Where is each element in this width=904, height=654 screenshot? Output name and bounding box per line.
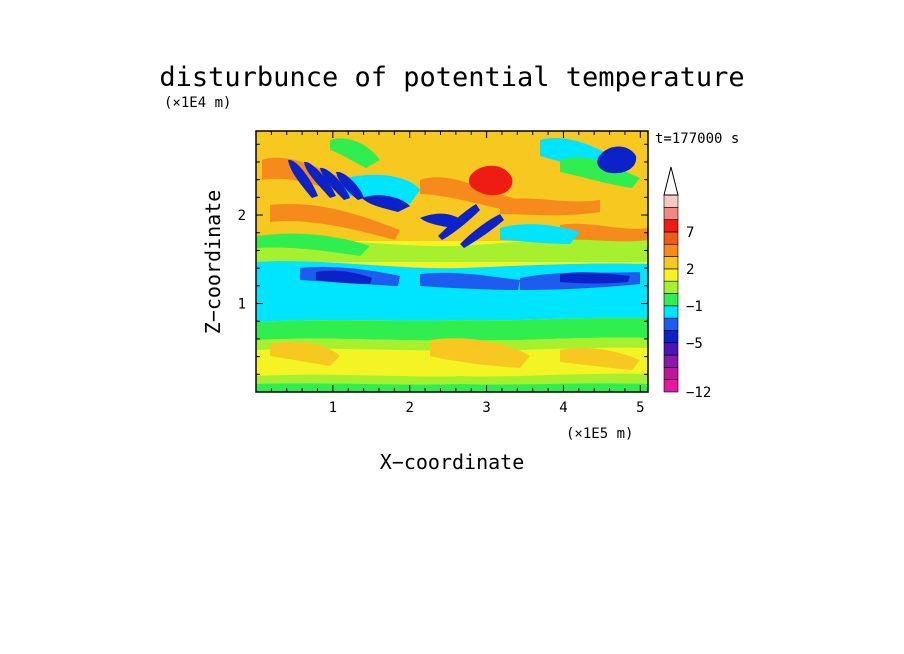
contour-field [256, 131, 648, 392]
x-axis: 1 2 3 4 5 [270, 131, 645, 416]
colorbar-swatch [663, 379, 679, 393]
y-tick-label: 2 [238, 208, 246, 224]
lower-orange-patches [270, 338, 640, 370]
colorbar-swatch [663, 330, 679, 344]
colorbar-swatch [663, 207, 679, 220]
colorbar-swatch [663, 342, 679, 356]
upper-cyan-patches [340, 138, 620, 244]
colorbar-swatch [663, 194, 679, 208]
time-label: t=177000 s [655, 131, 739, 147]
x-axis-label: X−coordinate [380, 450, 525, 474]
middle-navy-strips [316, 270, 630, 284]
y-axis: 12 [238, 143, 648, 375]
colorbar-swatch [663, 317, 679, 331]
plot-frame [255, 130, 649, 393]
colorbar-swatch [663, 293, 679, 307]
y-unit-label: (×1E4 m) [164, 95, 231, 111]
colorbar-extend-arrow [663, 166, 679, 196]
lower-green-band [256, 317, 648, 341]
colorbar-swatch [663, 305, 679, 319]
x-tick-label: 2 [406, 400, 414, 416]
colorbar-label: −12 [686, 385, 711, 401]
y-tick-label: 1 [238, 297, 246, 313]
middle-blue-strips [300, 266, 640, 290]
upper-green-patches [256, 138, 640, 256]
x-tick-label: 1 [329, 400, 337, 416]
blue-wave-streaks [288, 146, 637, 248]
colorbar: −12−5−127 [663, 166, 711, 401]
colorbar-swatch [663, 243, 679, 257]
x-tick-label: 5 [636, 400, 644, 416]
x-tick-label: 4 [559, 400, 567, 416]
bottom-green-band [256, 383, 648, 392]
x-unit-label: (×1E5 m) [566, 426, 633, 442]
colorbar-swatch [663, 367, 679, 380]
colorbar-swatch [663, 256, 679, 270]
y-axis-label: Z−coordinate [201, 190, 225, 335]
colorbar-label: 2 [686, 262, 694, 278]
chart-title: disturbunce of potential temperature [159, 62, 744, 93]
x-tick-label: 3 [482, 400, 490, 416]
colorbar-swatch [663, 280, 679, 294]
colorbar-label: −1 [686, 299, 703, 315]
colorbar-swatch [663, 231, 679, 245]
red-hotspot [468, 165, 513, 196]
colorbar-swatch [663, 219, 679, 233]
colorbar-swatch [663, 354, 679, 368]
colorbar-label: −5 [686, 336, 703, 352]
colorbar-swatch [663, 268, 679, 282]
upper-orange-streaks [262, 157, 648, 242]
colorbar-label: 7 [686, 225, 694, 241]
